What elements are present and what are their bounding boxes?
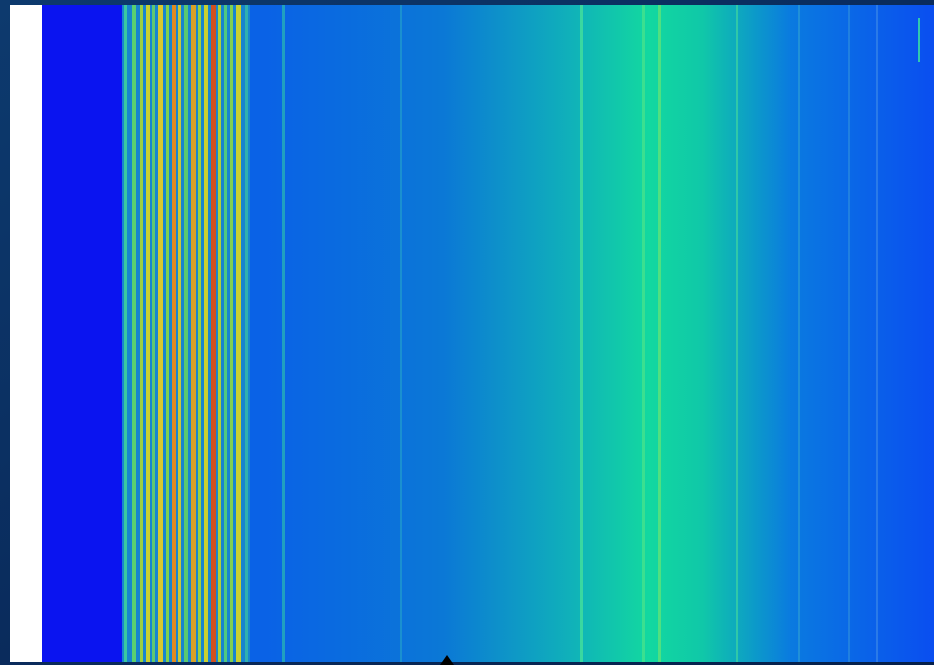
white-strip [10, 5, 42, 662]
empty-band [42, 5, 122, 662]
stripes [122, 5, 920, 662]
pointer-arrow [440, 655, 454, 665]
